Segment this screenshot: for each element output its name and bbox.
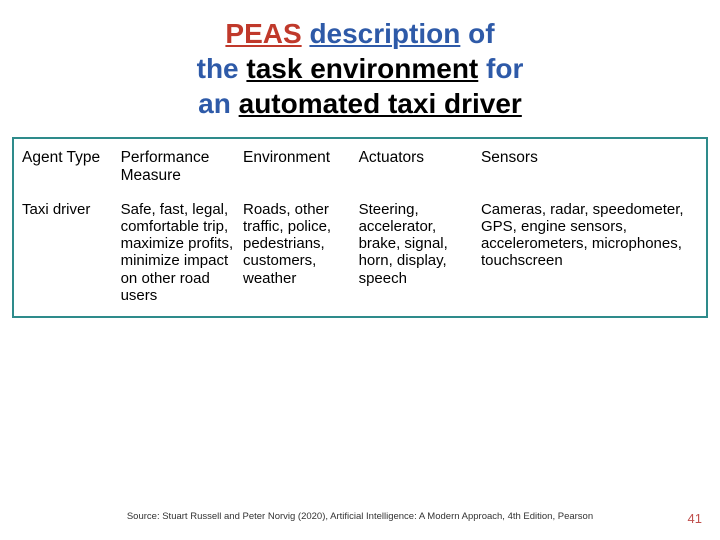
table-cell: Roads, other traffic, police, pedestrian… [241, 195, 357, 311]
title-fragment [460, 18, 468, 49]
table-header-row: Agent TypePerformance MeasureEnvironment… [20, 143, 700, 195]
peas-table-container: Agent TypePerformance MeasureEnvironment… [12, 137, 708, 318]
title-fragment: of [468, 18, 494, 49]
table-cell: Taxi driver [20, 195, 119, 311]
table-body: Taxi driverSafe, fast, legal, comfortabl… [20, 195, 700, 311]
title-fragment: an [198, 88, 231, 119]
title-fragment: for [486, 53, 523, 84]
title-fragment [231, 88, 239, 119]
table-row: Taxi driverSafe, fast, legal, comfortabl… [20, 195, 700, 311]
title-fragment: automated taxi driver [239, 88, 522, 119]
table-header-cell: Environment [241, 143, 357, 195]
table-header-cell: Sensors [479, 143, 700, 195]
source-citation: Source: Stuart Russell and Peter Norvig … [0, 511, 720, 522]
peas-table: Agent TypePerformance MeasureEnvironment… [20, 143, 700, 310]
table-header-cell: Agent Type [20, 143, 119, 195]
title-fragment: description [309, 18, 460, 49]
table-header-cell: Performance Measure [119, 143, 241, 195]
table-cell: Safe, fast, legal, comfortable trip, max… [119, 195, 241, 311]
page-number: 41 [688, 511, 702, 526]
title-fragment [478, 53, 486, 84]
table-cell: Steering, accelerator, brake, signal, ho… [357, 195, 479, 311]
slide-title: PEAS description ofthe task environment … [0, 0, 720, 121]
table-cell: Cameras, radar, speedometer, GPS, engine… [479, 195, 700, 311]
title-fragment: PEAS [225, 18, 301, 49]
table-header-cell: Actuators [357, 143, 479, 195]
title-fragment: the [197, 53, 239, 84]
title-fragment: task environment [246, 53, 478, 84]
